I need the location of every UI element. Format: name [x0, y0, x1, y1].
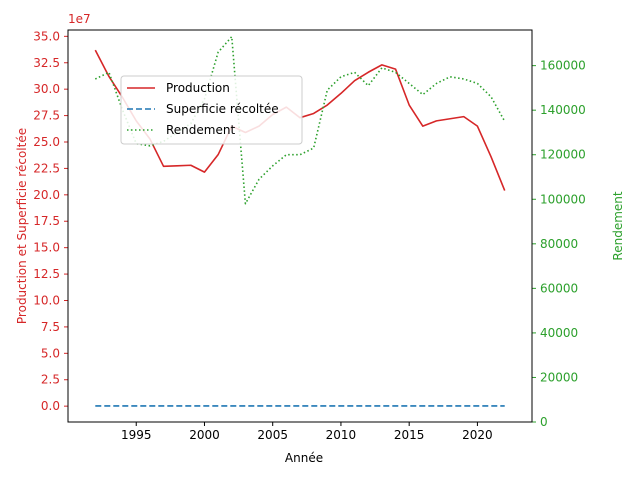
x-axis-ticks: 1995 2000 2005 2010 2015 2020 [121, 422, 493, 442]
left-y-tick-label: 12.5 [33, 267, 60, 281]
left-y-axis-label: Production et Superficie récoltée [15, 128, 29, 324]
right-y-tick-label: 100000 [540, 192, 586, 206]
left-y-tick-label: 17.5 [33, 214, 60, 228]
x-tick-label: 2015 [394, 428, 425, 442]
x-tick-label: 2000 [189, 428, 220, 442]
right-y-tick-label: 140000 [540, 103, 586, 117]
x-tick-label: 1995 [121, 428, 152, 442]
left-y-tick-label: 35.0 [33, 29, 60, 43]
right-y-tick-label: 120000 [540, 148, 586, 162]
right-y-tick-label: 40000 [540, 326, 578, 340]
left-y-tick-label: 5.0 [41, 346, 60, 360]
left-y-tick-label: 27.5 [33, 109, 60, 123]
right-y-tick-label: 160000 [540, 59, 586, 73]
x-axis-label: Année [285, 451, 323, 465]
right-y-tick-label: 60000 [540, 281, 578, 295]
x-tick-label: 2020 [462, 428, 493, 442]
left-y-tick-label: 22.5 [33, 161, 60, 175]
series-line-rendement [94, 35, 506, 205]
legend: Production Superficie récoltée Rendement [120, 75, 303, 145]
right-y-tick-label: 80000 [540, 237, 578, 251]
legend-box [120, 75, 303, 145]
left-y-tick-label: 0.0 [41, 399, 60, 413]
left-y-tick-label: 2.5 [41, 373, 60, 387]
left-y-tick-label: 20.0 [33, 188, 60, 202]
right-y-axis-ticks: 0 20000 40000 60000 80000 100000 120000 140000 1… [532, 59, 586, 429]
legend-label-rendement: Rendement [166, 123, 235, 137]
left-y-offset-label: 1e7 [68, 12, 91, 26]
right-y-tick-label: 0 [540, 415, 548, 429]
right-y-tick-label: 20000 [540, 370, 578, 384]
left-y-tick-label: 10.0 [33, 293, 60, 307]
left-y-tick-label: 7.5 [41, 320, 60, 334]
left-y-tick-label: 32.5 [33, 56, 60, 70]
x-tick-label: 2005 [257, 428, 288, 442]
left-y-axis-ticks: 0.0 2.5 5.0 7.5 10.0 12.5 15.0 17.5 20.0 22.5 25.0… [33, 29, 68, 413]
left-y-tick-label: 30.0 [33, 82, 60, 96]
x-tick-label: 2010 [326, 428, 357, 442]
left-y-tick-label: 25.0 [33, 135, 60, 149]
legend-label-production: Production [166, 81, 230, 95]
plot-frame [67, 29, 533, 423]
right-y-axis-label: Rendement [611, 191, 625, 260]
legend-label-superficie: Superficie récoltée [166, 102, 279, 116]
left-y-tick-label: 15.0 [33, 241, 60, 255]
